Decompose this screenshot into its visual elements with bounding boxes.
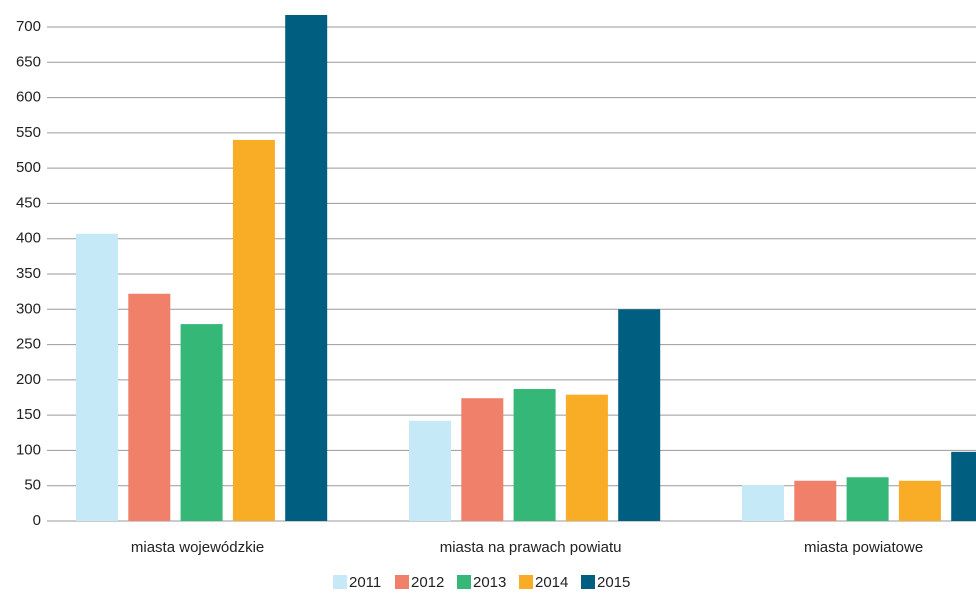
bar	[409, 420, 451, 521]
y-tick-label: 200	[16, 371, 41, 388]
bar	[285, 15, 328, 521]
legend-label: 2012	[411, 574, 444, 591]
x-tick-label: miasta powiatowe	[804, 539, 923, 556]
y-tick-label: 0	[33, 512, 41, 529]
bar	[232, 139, 275, 521]
bar	[128, 293, 171, 521]
legend-label: 2014	[535, 574, 568, 591]
y-tick-label: 150	[16, 406, 41, 423]
y-tick-label: 400	[16, 230, 41, 247]
y-tick-label: 550	[16, 124, 41, 141]
bar	[461, 398, 504, 521]
x-tick-label: miasta wojewódzkie	[131, 539, 264, 556]
bar	[898, 480, 941, 521]
bar	[951, 451, 976, 521]
bar	[513, 389, 556, 521]
legend-label: 2015	[597, 574, 630, 591]
legend-swatch	[457, 575, 471, 589]
bar	[76, 233, 118, 521]
y-tick-label: 450	[16, 194, 41, 211]
legend-label: 2013	[473, 574, 506, 591]
bar	[618, 309, 661, 521]
bar	[565, 394, 608, 521]
y-tick-label: 300	[16, 300, 41, 317]
y-tick-label: 250	[16, 336, 41, 353]
bar	[846, 477, 889, 521]
bar	[794, 480, 837, 521]
y-tick-label: 100	[16, 441, 41, 458]
y-tick-label: 350	[16, 265, 41, 282]
y-tick-label: 650	[16, 53, 41, 70]
legend-swatch	[395, 575, 409, 589]
legend-label: 2011	[349, 574, 381, 591]
legend-swatch	[333, 575, 347, 589]
y-tick-label: 500	[16, 159, 41, 176]
legend-swatch	[519, 575, 533, 589]
y-tick-label: 600	[16, 89, 41, 106]
bar	[180, 324, 223, 521]
y-tick-label: 50	[24, 477, 41, 494]
y-tick-label: 700	[16, 18, 41, 35]
bar	[742, 485, 784, 521]
x-tick-label: miasta na prawach powiatu	[440, 539, 622, 556]
legend-swatch	[581, 575, 595, 589]
